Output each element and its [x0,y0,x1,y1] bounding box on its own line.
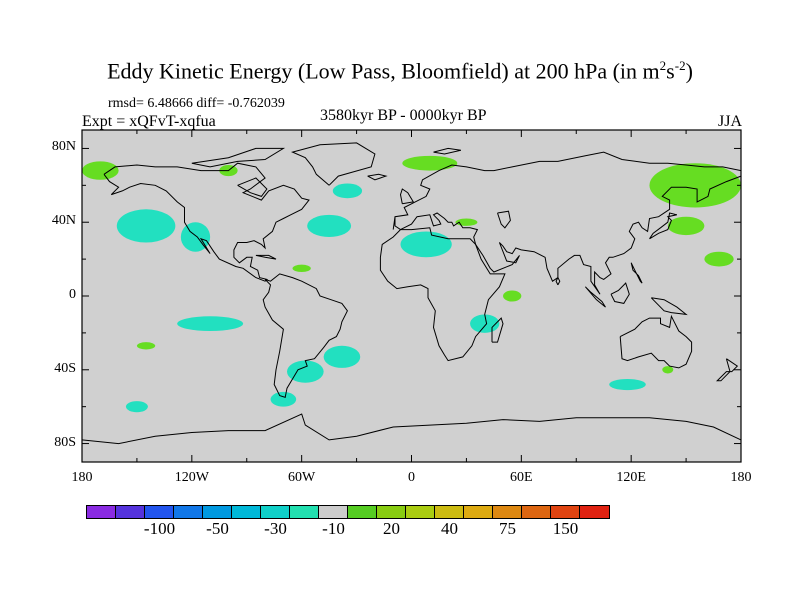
colorbar-label: 20 [383,519,400,538]
coast-new-guinea [650,297,688,316]
colorbar-label: -50 [206,519,229,538]
colorbar-swatch [348,506,377,518]
coast-africa [379,227,506,362]
coast-cuba [255,254,277,260]
anomaly-s-ocean [270,391,297,407]
coastlines [81,142,742,445]
coast-north-america [103,162,310,282]
coast-caspian [497,210,511,229]
anomaly-s-pacific-west [136,342,156,350]
colorbar-swatch [290,506,319,518]
coast-sumatra [585,286,606,308]
colorbar-label: 150 [552,519,579,538]
anomaly-siberia [649,163,741,208]
colorbar-swatch [464,506,493,518]
colorbar-label: -30 [264,519,287,538]
period-label: 3580kyr BP - 0000kyr BP [320,107,487,124]
coast-antarctica [81,413,742,445]
anomaly-s-ocean-west [125,401,148,413]
coast-australia [619,314,693,369]
anomaly-sahara [400,231,452,258]
colorbar-swatch [145,506,174,518]
plot-title: Eddy Kinetic Energy (Low Pass, Bloomfiel… [0,58,800,84]
coast-south-america [262,273,348,399]
x-tick-label: 180 [71,470,93,485]
stats-line: rmsd= 6.48666 diff= -0.762039 [108,96,285,111]
coast-philippines [630,262,643,284]
colorbar-swatch [493,506,522,518]
coast-hudson [237,177,268,197]
colorbar-swatch [580,506,609,518]
x-tick-label: 60W [288,470,316,485]
colorbar-label: 40 [441,519,458,538]
coast-madagascar [491,317,504,343]
coast-eurasia [392,151,742,230]
anomaly-greenland-sea [332,183,363,199]
colorbar-label: 75 [499,519,516,538]
experiment-label: Expt = xQFvT-xqfua [82,113,216,130]
coast-japan [649,212,678,240]
x-tick-label: 0 [408,470,415,485]
colorbar-swatch [203,506,232,518]
y-tick-label: 80N [51,139,76,155]
colorbar-swatch [87,506,116,518]
x-tick-label: 180 [730,470,752,485]
map-frame [81,129,742,463]
coast-greenland [290,142,376,186]
map-background [82,130,741,462]
colorbar-swatch [232,506,261,518]
anomaly-kamchatka [667,216,705,236]
anomaly-sw-atlantic [287,360,324,383]
coast-uk [399,188,415,205]
title-main: Eddy Kinetic Energy (Low Pass, Bloomfiel… [107,58,660,84]
colorbar-swatch [261,506,290,518]
coast-iceland [367,173,388,181]
coast-svalbard [433,147,462,155]
anomaly-s-indian-far [662,366,674,374]
title-sup2: -2 [674,58,686,73]
anomaly-n-atlantic [307,214,352,237]
y-tick-label: 40S [54,360,76,376]
colorbar-swatch [435,506,464,518]
anomaly-central-atlantic [292,264,311,273]
anomaly-n-pacific [116,209,176,243]
colorbar [86,505,610,519]
title-end: ) [685,58,693,84]
y-tick-label: 80S [54,434,76,450]
season-label: JJA [717,113,742,130]
colorbar-swatch [319,506,348,518]
anomaly-s-pacific [177,316,244,332]
title-mid: s [666,58,675,84]
colorbar-swatch [522,506,551,518]
colorbar-label: -10 [322,519,345,538]
anomaly-s-indian [470,314,500,333]
x-tick-label: 120W [174,470,209,485]
anomaly-field [82,130,741,462]
anomaly-alaska [82,161,119,180]
x-tick-label: 120E [616,470,646,485]
anomaly-s-pacific-south [323,345,361,368]
colorbar-swatch [377,506,406,518]
anomaly-scandinavia [402,155,458,171]
y-tick-label: 40N [51,213,76,229]
coast-arctic-isles [191,147,286,168]
colorbar-label: -100 [143,519,176,538]
anomaly-nw-pacific [704,251,734,267]
x-tick-label: 60E [510,470,533,485]
colorbar-swatch [116,506,145,518]
coast-asia-east [394,175,742,295]
title-sup1: 2 [659,58,667,73]
anomaly-s-indian-east [609,379,646,391]
coast-sri-lanka [555,276,561,286]
anomaly-arabia [503,290,522,302]
colorbar-swatch [174,506,203,518]
colorbar-swatch [551,506,580,518]
coast-new-zealand [715,358,739,382]
colorbar-swatch [406,506,435,518]
coast-borneo [610,282,630,304]
y-tick-label: 0 [69,287,76,302]
